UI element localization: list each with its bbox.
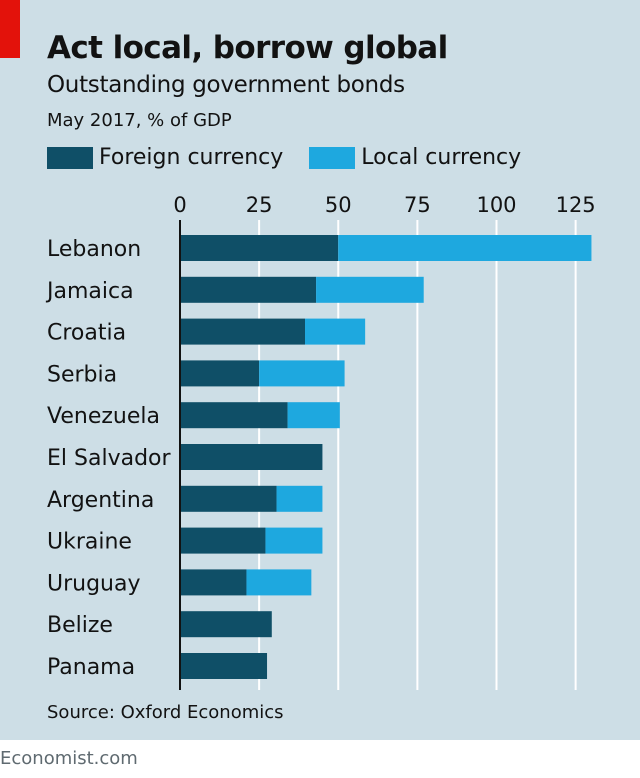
category-label: Lebanon — [47, 237, 141, 262]
x-tick-label: 75 — [404, 193, 431, 217]
chart-subtitle: Outstanding government bonds — [47, 72, 405, 98]
bar-foreign — [180, 611, 272, 638]
bar-local — [276, 485, 323, 512]
category-label: Serbia — [47, 362, 117, 387]
legend-item-local: Local currency — [309, 145, 521, 170]
category-label: Argentina — [47, 488, 154, 513]
legend-swatch-foreign — [47, 146, 93, 169]
bar-local — [246, 569, 312, 596]
bar-local — [305, 318, 366, 345]
bar-foreign — [180, 444, 323, 470]
bar-foreign — [180, 235, 339, 261]
bar-local — [316, 276, 424, 303]
bar-foreign — [180, 276, 317, 303]
bar-chart: 0 25 50 75 100 125 Lebanon Jamaica Croatia Serbia… — [45, 193, 596, 690]
legend-swatch-local — [309, 146, 356, 169]
bar-local — [259, 360, 345, 387]
category-label: El Salvador — [47, 446, 171, 471]
x-tick-label: 0 — [173, 193, 186, 217]
category-label: Panama — [47, 655, 135, 680]
bar-local — [265, 527, 323, 554]
bar-foreign — [180, 485, 277, 512]
bar-foreign — [180, 569, 247, 596]
footer-brand: Economist.com — [0, 748, 138, 769]
category-label: Belize — [47, 613, 113, 638]
chart-units: May 2017, % of GDP — [47, 110, 232, 131]
source-note: Source: Oxford Economics — [47, 702, 284, 723]
legend-item-foreign: Foreign currency — [47, 145, 283, 170]
category-label: Uruguay — [47, 571, 141, 596]
bar-foreign — [180, 402, 288, 429]
category-label: Venezuela — [47, 404, 160, 429]
legend: Foreign currency Local currency — [47, 145, 547, 170]
bar-foreign — [180, 653, 268, 679]
category-label: Ukraine — [47, 530, 132, 555]
x-tick-label: 25 — [246, 193, 273, 217]
bar-local — [338, 235, 592, 261]
bar-foreign — [180, 527, 266, 554]
bar-local — [287, 402, 340, 429]
legend-label-local: Local currency — [361, 145, 522, 170]
legend-label-foreign: Foreign currency — [99, 145, 284, 170]
bar-foreign — [180, 318, 306, 345]
x-tick-label: 100 — [476, 193, 516, 217]
chart-title: Act local, borrow global — [47, 30, 448, 66]
x-tick-label: 125 — [556, 193, 596, 217]
category-label: Jamaica — [45, 279, 134, 304]
brand-red-tab — [0, 0, 20, 58]
bar-foreign — [180, 360, 260, 387]
category-label: Croatia — [47, 321, 126, 346]
x-tick-label: 50 — [325, 193, 352, 217]
